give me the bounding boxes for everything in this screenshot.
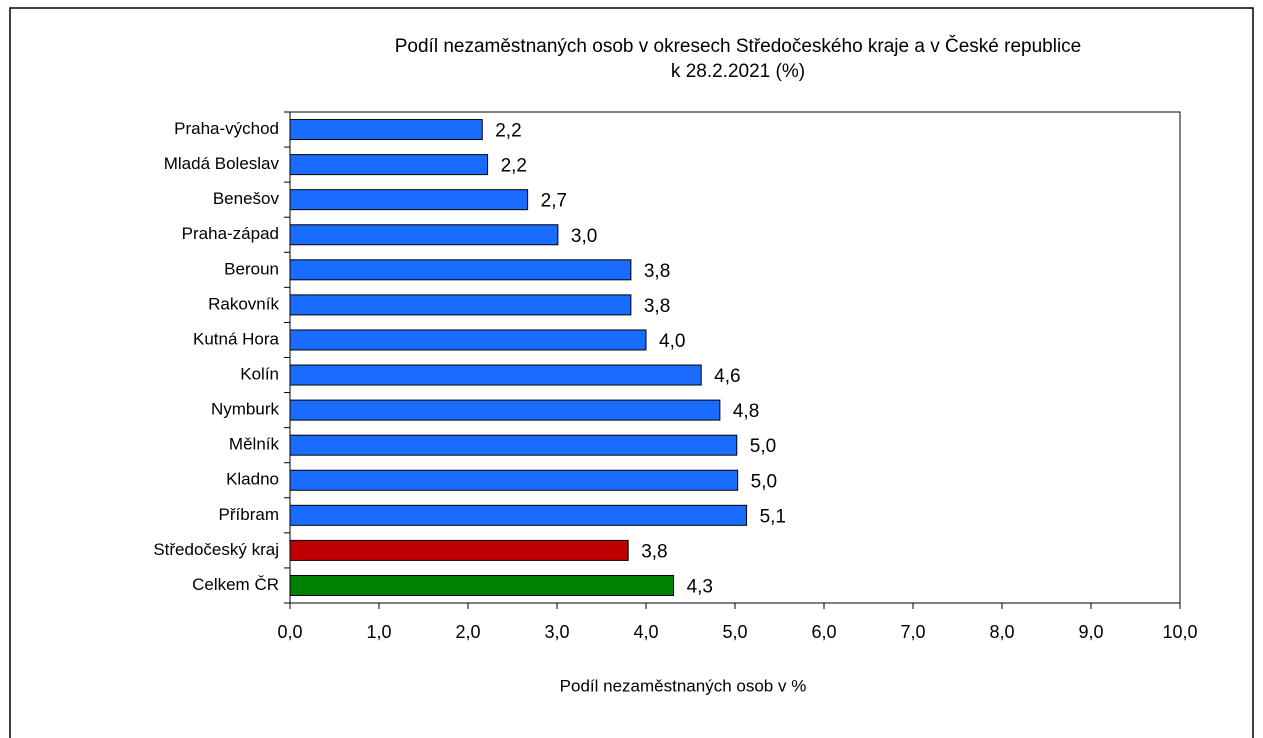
y-tick-label: Praha-východ [174,119,279,138]
value-label: 3,8 [641,541,667,562]
bar [289,504,748,526]
y-tick-label: Mladá Boleslav [164,154,280,173]
x-tick-label: 2,0 [455,622,480,642]
y-tick-label: Mělník [229,435,280,454]
bar [289,399,721,421]
value-label: 2,2 [501,156,527,177]
bar [289,329,647,351]
chart-subtitle: k 28.2.2021 (%) [671,61,805,82]
x-tick-label: 1,0 [366,622,391,642]
bar [289,224,559,246]
value-label: 3,8 [644,261,670,282]
y-tick-label: Kladno [226,470,279,489]
y-tick-label: Příbram [219,505,279,524]
plot-area [289,111,1181,604]
x-tick-label: 9,0 [1078,622,1103,642]
chart-title: Podíl nezaměstnaných osob v okresech Stř… [395,35,1082,57]
value-label: 4,0 [659,331,685,352]
y-tick-label: Celkem ČR [192,575,279,594]
y-tick-label: Středočeský kraj [153,540,279,559]
bar [289,259,632,281]
x-tick-label: 7,0 [900,622,925,642]
value-label: 2,7 [541,191,567,212]
frame [9,7,1254,738]
x-tick-label: 0,0 [277,622,302,642]
y-tick-label: Nymburk [211,400,280,419]
bar [289,119,483,141]
bar [289,364,702,386]
x-tick-label: 10,0 [1162,622,1197,642]
bar [289,154,489,176]
value-label: 5,0 [750,436,776,457]
value-label: 5,0 [751,471,777,492]
bar [289,189,529,211]
x-tick-label: 3,0 [544,622,569,642]
value-label: 5,1 [760,506,786,527]
x-axis-label: Podíl nezaměstnaných osob v % [560,676,807,695]
x-tick-label: 5,0 [722,622,747,642]
value-label: 4,6 [714,366,740,387]
bar [289,434,738,456]
bar [289,469,739,491]
value-label: 3,0 [571,226,597,247]
y-tick-label: Kutná Hora [193,329,280,348]
y-tick-label: Kolín [240,365,279,384]
bar [289,294,632,316]
bar [289,574,675,596]
x-tick-label: 4,0 [633,622,658,642]
bar [289,539,629,561]
value-label: 2,2 [495,121,521,142]
value-label: 4,8 [733,401,759,422]
value-label: 3,8 [644,296,670,317]
y-tick-label: Benešov [213,189,280,208]
value-label: 4,3 [687,576,713,597]
y-tick-label: Praha-západ [182,224,279,243]
y-tick-label: Beroun [224,259,279,278]
x-tick-label: 8,0 [989,622,1014,642]
x-tick-label: 6,0 [811,622,836,642]
y-tick-label: Rakovník [208,294,279,313]
